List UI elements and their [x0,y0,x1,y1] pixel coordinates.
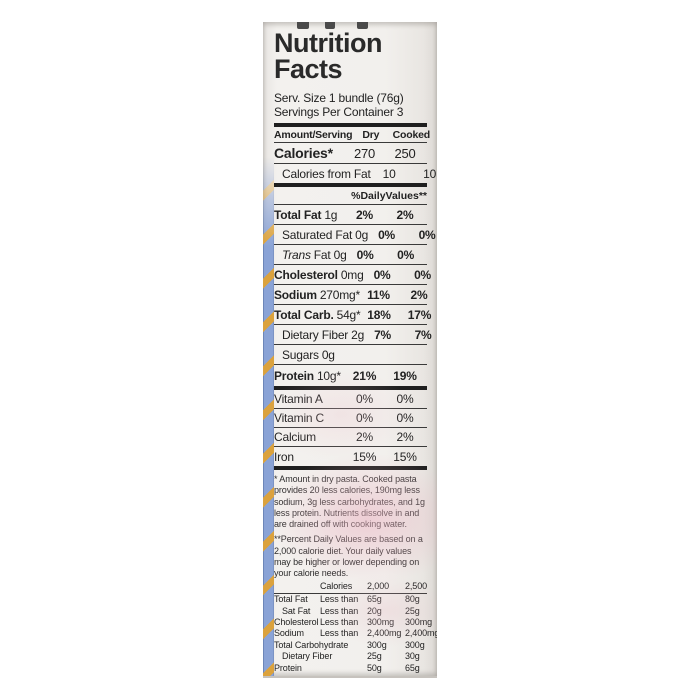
nutrient-name: Calories* [274,145,333,161]
nutrient-name: Protein [274,368,314,383]
daily-values-reference-table: Calories 2,000 2,500 Total Fat Less than… [274,581,437,674]
row-protein: Protein 10g* 21% 19% [274,365,427,386]
servings-per-container: Servings Per Container 3 [274,104,404,119]
dry-value: 7% [374,327,392,342]
row-total-fat: Total Fat 1g 2% 2% [274,205,427,225]
nutrient-name: Total Fat [274,207,322,222]
cooked-value: 2% [396,207,414,222]
nutrient-name: Sodium [274,287,317,302]
cooked-value: 0% [414,267,432,282]
nutrient-amount: 270mg* [319,287,360,302]
nutrient-name: Iron [274,449,294,464]
cooked-value: 0% [396,392,414,406]
dry-value: 0% [356,392,373,406]
cooked-value: 17% [407,307,432,322]
label-title-line1: Nutrition [274,28,382,58]
dry-value: 18% [367,307,391,322]
cooked-value: 0% [397,247,415,262]
cooked-value: 2% [410,287,428,302]
dry-value: 2% [356,207,373,222]
dry-value: 21% [352,368,377,383]
row-saturated-fat: Saturated Fat 0g 0% 0% [274,225,436,245]
row-calcium: Calcium 2% 2% [274,428,427,447]
row-calories-from-fat: Calories from Fat 10 10 [274,164,436,183]
footnote-daily-values: **Percent Daily Values are based on a 2,… [274,534,423,579]
nutrient-amount: 0g [321,347,335,362]
dry-value: 0% [356,411,373,425]
dv-table-header: Calories 2,000 2,500 [274,581,428,595]
column-cooked: Cooked [392,128,431,141]
nutrient-name: Trans [282,247,311,262]
dry-value: 10 [382,166,396,181]
nutrition-facts-label: Nutrition Facts Serv. Size 1 bundle (76g… [274,28,437,676]
nutrient-amount: 0mg [340,267,364,282]
dv-row-protein: Protein 50g 65g [274,662,420,673]
dry-value: 2% [356,430,373,444]
dry-value: 270 [353,145,376,161]
nutrient-amount: 54g* [336,307,361,322]
nutrient-name: Saturated Fat [282,227,353,242]
nutrient-name: Vitamin A [274,392,323,406]
dv-row-cholesterol: Cholesterol Less than 300mg 300mg [274,617,433,628]
column-amount-serving: Amount/Serving [274,128,353,141]
cooked-value: 0% [396,411,414,425]
row-sodium: Sodium 270mg* 11% 2% [274,285,428,305]
dv-col-2500: 2,500 [405,581,428,592]
nutrient-name: Dietary Fiber [282,327,349,342]
row-dietary-fiber: Dietary Fiber 2g 7% 7% [274,325,432,345]
row-calories: Calories* 270 250 [274,143,427,164]
cooked-value: 10 [423,166,437,181]
pasta-package: Nutrition Facts Serv. Size 1 bundle (76g… [263,22,437,678]
cooked-value: 0% [418,227,436,242]
nutrient-name: Vitamin C [274,411,324,425]
daily-values-heading: %DailyValues** [274,187,427,205]
nutrient-amount: 1g [324,207,338,222]
row-vitamin-a: Vitamin A 0% 0% [274,390,427,409]
dv-row-sodium: Sodium Less than 2,400mg 2,400mg [274,628,437,639]
nutrient-name: Sugars [282,347,319,362]
nutrient-amount: 10g* [316,368,341,383]
dv-row-sat-fat: Sat Fat Less than 20g 25g [282,605,420,616]
dv-col-calories: Calories [320,581,353,592]
column-dry: Dry [362,128,380,141]
cooked-value: 2% [396,430,414,444]
dry-value: 15% [352,449,377,464]
serving-size: Serv. Size 1 bundle (76g) [274,91,404,105]
nutrient-name: Total Carb. [274,307,334,322]
dry-value: 11% [367,287,390,302]
nutrient-name: Calcium [274,430,316,444]
nutrient-name: Cholesterol [274,267,338,282]
section-divider [274,466,427,470]
row-total-carb: Total Carb. 54g* 18% 17% [274,305,431,325]
cooked-value: 7% [414,327,432,342]
package-edge-stripe [263,157,274,676]
row-sugars: Sugars 0g [274,345,427,365]
footnote-dry-pasta: * Amount in dry pasta. Cooked pasta prov… [274,474,425,530]
nutrient-name: Calories from Fat [282,166,371,181]
nutrient-amount: Fat 0g [313,247,347,262]
dry-value: 0% [356,247,374,262]
row-vitamin-c: Vitamin C 0% 0% [274,409,427,428]
row-trans-fat: Trans Fat 0g 0% 0% [274,245,427,265]
dv-col-2000: 2,000 [367,581,390,592]
nutrient-amount: 2g [351,327,365,342]
cooked-value: 19% [393,368,417,383]
dv-row-total-fat: Total Fat Less than 65g 80g [274,594,420,605]
column-header-row: Amount/Serving Dry Cooked [274,127,430,143]
row-cholesterol: Cholesterol 0mg 0% 0% [274,265,431,285]
dry-value: 0% [373,267,391,282]
row-iron: Iron 15% 15% [274,447,427,466]
dv-row-total-carbohydrate: Total Carbohydrate 300g 300g [274,639,425,650]
cooked-value: 250 [394,145,416,161]
dv-row-dietary-fiber: Dietary Fiber 25g 30g [282,651,420,662]
nutrient-amount: 0g [355,227,369,242]
cooked-value: 15% [393,449,417,464]
label-title-line2: Facts [274,54,343,84]
dry-value: 0% [378,227,396,242]
